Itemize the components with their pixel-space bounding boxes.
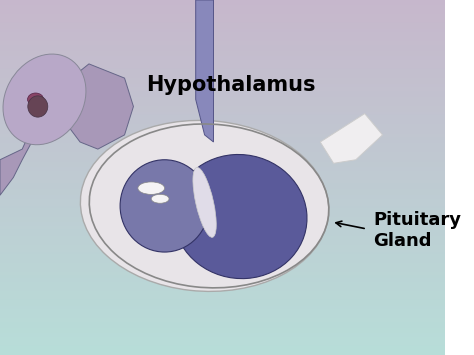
Ellipse shape xyxy=(81,120,329,291)
Ellipse shape xyxy=(193,167,216,237)
Text: Hypothalamus: Hypothalamus xyxy=(146,75,316,95)
Polygon shape xyxy=(196,0,213,142)
Ellipse shape xyxy=(120,160,209,252)
Text: Pituitary
Gland: Pituitary Gland xyxy=(374,211,462,250)
Ellipse shape xyxy=(3,54,86,145)
Ellipse shape xyxy=(28,96,48,117)
Circle shape xyxy=(27,93,44,106)
Polygon shape xyxy=(0,64,134,195)
Ellipse shape xyxy=(151,195,169,203)
Ellipse shape xyxy=(138,182,164,195)
Ellipse shape xyxy=(173,154,307,279)
Polygon shape xyxy=(320,114,383,163)
